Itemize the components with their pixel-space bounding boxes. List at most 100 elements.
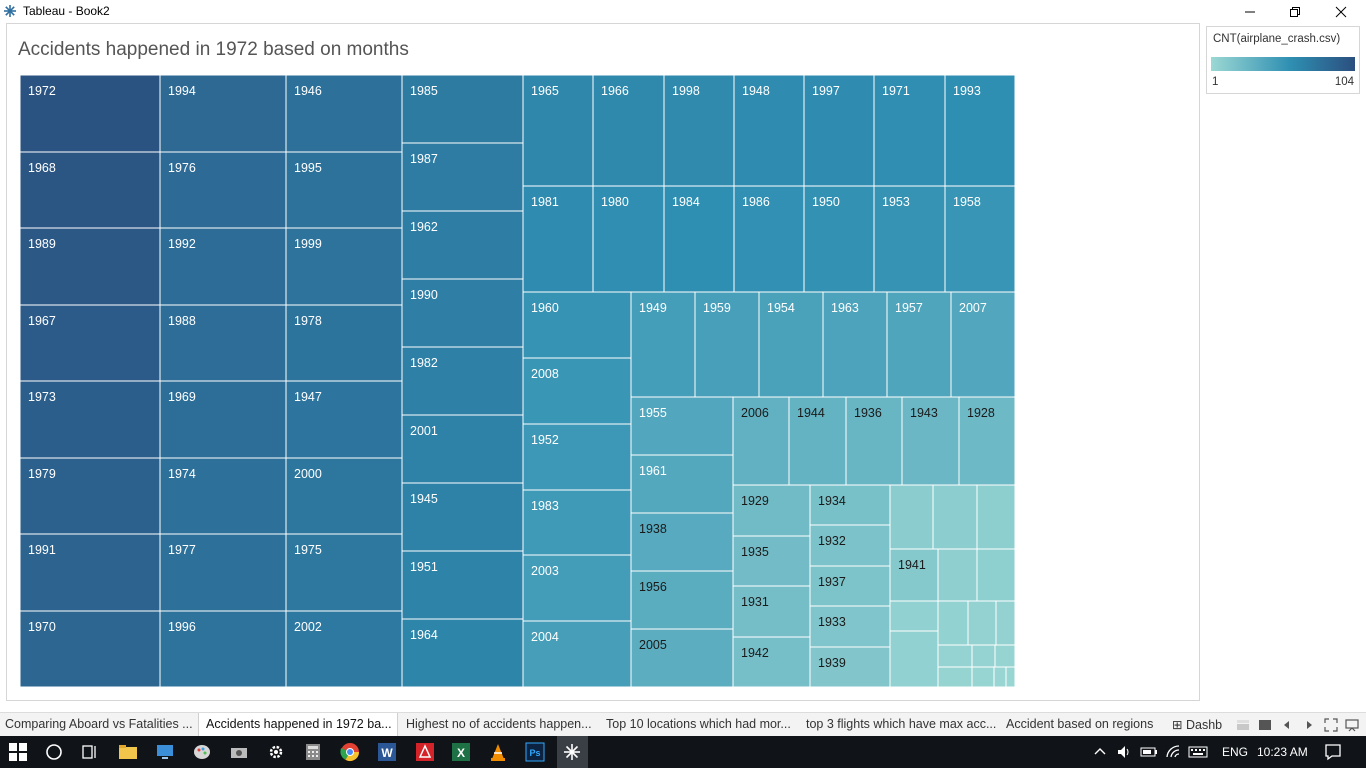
treemap-cell-1983[interactable] <box>522 489 632 556</box>
treemap-cell-1998[interactable] <box>663 75 735 187</box>
treemap-cell-1957[interactable] <box>886 291 952 398</box>
show-tabs-icon[interactable] <box>1258 718 1272 732</box>
treemap-cell-1932[interactable] <box>809 524 891 567</box>
start-button[interactable] <box>6 740 30 764</box>
treemap-cell-1994[interactable] <box>159 75 287 153</box>
taskbar-calculator[interactable] <box>301 740 325 764</box>
treemap-cell[interactable] <box>976 548 1015 602</box>
color-legend[interactable]: CNT(airplane_crash.csv) 1 104 <box>1206 26 1360 94</box>
treemap-cell-1964[interactable] <box>401 618 524 687</box>
taskbar-acrobat[interactable] <box>413 740 437 764</box>
treemap-cell-1978[interactable] <box>285 304 403 382</box>
treemap-cell-1969[interactable] <box>159 380 287 459</box>
treemap-cell-2003[interactable] <box>522 554 632 622</box>
tray-battery[interactable] <box>1137 740 1161 764</box>
treemap-cell-1949[interactable] <box>630 291 696 398</box>
treemap-cell-1996[interactable] <box>159 610 287 687</box>
show-filmstrip-icon[interactable] <box>1236 718 1250 732</box>
treemap-cell-1988[interactable] <box>159 304 287 382</box>
tray-language[interactable]: ENG <box>1222 745 1249 759</box>
treemap-cell-1985[interactable] <box>401 75 524 144</box>
task-view-button[interactable] <box>78 740 102 764</box>
taskbar-chrome[interactable] <box>338 740 362 764</box>
treemap-cell-1960[interactable] <box>522 291 632 359</box>
restore-button[interactable] <box>1272 0 1318 23</box>
treemap-cell-1980[interactable] <box>592 185 665 293</box>
treemap-cell-1938[interactable] <box>630 512 734 572</box>
treemap-cell-1970[interactable] <box>20 610 161 687</box>
taskbar-photoshop[interactable]: Ps <box>523 740 547 764</box>
tab-dashboard[interactable]: ⊞ Dashb <box>1166 713 1222 736</box>
tab-comparing-aboard[interactable]: Comparing Aboard vs Fatalities ... <box>5 717 193 731</box>
treemap-cell[interactable] <box>932 484 978 550</box>
treemap-cell-1967[interactable] <box>20 304 161 382</box>
treemap-cell-1991[interactable] <box>20 533 161 612</box>
taskbar-tableau[interactable] <box>560 740 584 764</box>
treemap-cell-1995[interactable] <box>285 151 403 229</box>
treemap-cell-1941[interactable] <box>889 548 939 602</box>
treemap-cell-2007[interactable] <box>950 291 1015 398</box>
treemap-cell-1987[interactable] <box>401 142 524 212</box>
treemap-cell-1981[interactable] <box>522 185 594 293</box>
treemap-cell[interactable] <box>971 644 996 668</box>
treemap-svg[interactable]: 1972 1968 1989 1967 1973 1979 1991 1970 1994 1976… <box>20 75 1015 687</box>
taskbar-settings[interactable] <box>264 740 288 764</box>
treemap-cell-1984[interactable] <box>663 185 735 293</box>
treemap-cell[interactable] <box>993 666 1007 687</box>
treemap-cell-1942[interactable] <box>732 636 811 687</box>
treemap-cell-1958[interactable] <box>944 185 1015 293</box>
treemap-cell-2006[interactable] <box>732 396 790 486</box>
treemap-cell-1999[interactable] <box>285 227 403 306</box>
taskbar-excel[interactable]: X <box>449 740 473 764</box>
treemap-cell-2004[interactable] <box>522 620 632 687</box>
treemap-cell[interactable] <box>889 630 939 687</box>
taskbar-this-pc[interactable] <box>153 740 177 764</box>
treemap-cell-1965[interactable] <box>522 75 594 187</box>
tray-wifi[interactable] <box>1161 740 1185 764</box>
treemap-cell[interactable] <box>967 600 997 646</box>
treemap-cell[interactable] <box>971 666 995 687</box>
treemap-cell-1982[interactable] <box>401 346 524 416</box>
tray-keyboard[interactable] <box>1186 740 1210 764</box>
treemap-cell-1959[interactable] <box>694 291 760 398</box>
treemap-cell[interactable] <box>937 666 973 687</box>
treemap-cell-1997[interactable] <box>803 75 875 187</box>
tray-clock[interactable]: 10:23 AM <box>1257 745 1308 759</box>
treemap-cell-1943[interactable] <box>901 396 960 486</box>
treemap-cell-1973[interactable] <box>20 380 161 459</box>
treemap-cell-1935[interactable] <box>732 535 811 587</box>
treemap-cell-1939[interactable] <box>809 646 891 687</box>
treemap-cell-1953[interactable] <box>873 185 946 293</box>
treemap-cell-2005[interactable] <box>630 628 734 687</box>
treemap-cell-1993[interactable] <box>944 75 1015 187</box>
treemap-cell-1968[interactable] <box>20 151 161 229</box>
fullscreen-icon[interactable] <box>1324 718 1338 732</box>
treemap-cell-1986[interactable] <box>733 185 805 293</box>
treemap-cell-1936[interactable] <box>845 396 903 486</box>
taskbar-file-explorer[interactable] <box>116 740 140 764</box>
cortana-button[interactable] <box>42 740 66 764</box>
treemap-cell[interactable] <box>994 644 1015 668</box>
treemap-cell[interactable] <box>976 484 1015 550</box>
minimize-button[interactable] <box>1227 0 1273 23</box>
treemap-cell-1956[interactable] <box>630 570 734 630</box>
treemap-cell[interactable] <box>995 600 1015 646</box>
treemap-cell[interactable] <box>889 600 939 632</box>
prev-sheet-icon[interactable] <box>1280 718 1294 732</box>
taskbar-paint[interactable] <box>190 740 214 764</box>
taskbar-word[interactable]: W <box>375 740 399 764</box>
tab-top3-flights[interactable]: top 3 flights which have max acc... <box>806 717 997 731</box>
treemap-cell-1947[interactable] <box>285 380 403 459</box>
treemap-cell-1975[interactable] <box>285 533 403 612</box>
taskbar-vlc[interactable] <box>486 740 510 764</box>
treemap-cell[interactable] <box>937 548 978 602</box>
close-button[interactable] <box>1318 0 1364 23</box>
treemap-cell-1929[interactable] <box>732 484 811 537</box>
treemap-cell[interactable] <box>937 644 973 668</box>
tab-regions[interactable]: Accident based on regions <box>1006 717 1154 731</box>
tab-highest-accidents[interactable]: Highest no of accidents happen... <box>406 717 592 731</box>
treemap-cell-1928[interactable] <box>958 396 1015 486</box>
treemap-cell-1931[interactable] <box>732 585 811 638</box>
treemap-chart[interactable]: 1972 1968 1989 1967 1973 1979 1991 1970 1994 1976… <box>20 75 1015 687</box>
treemap-cell[interactable] <box>937 600 969 646</box>
